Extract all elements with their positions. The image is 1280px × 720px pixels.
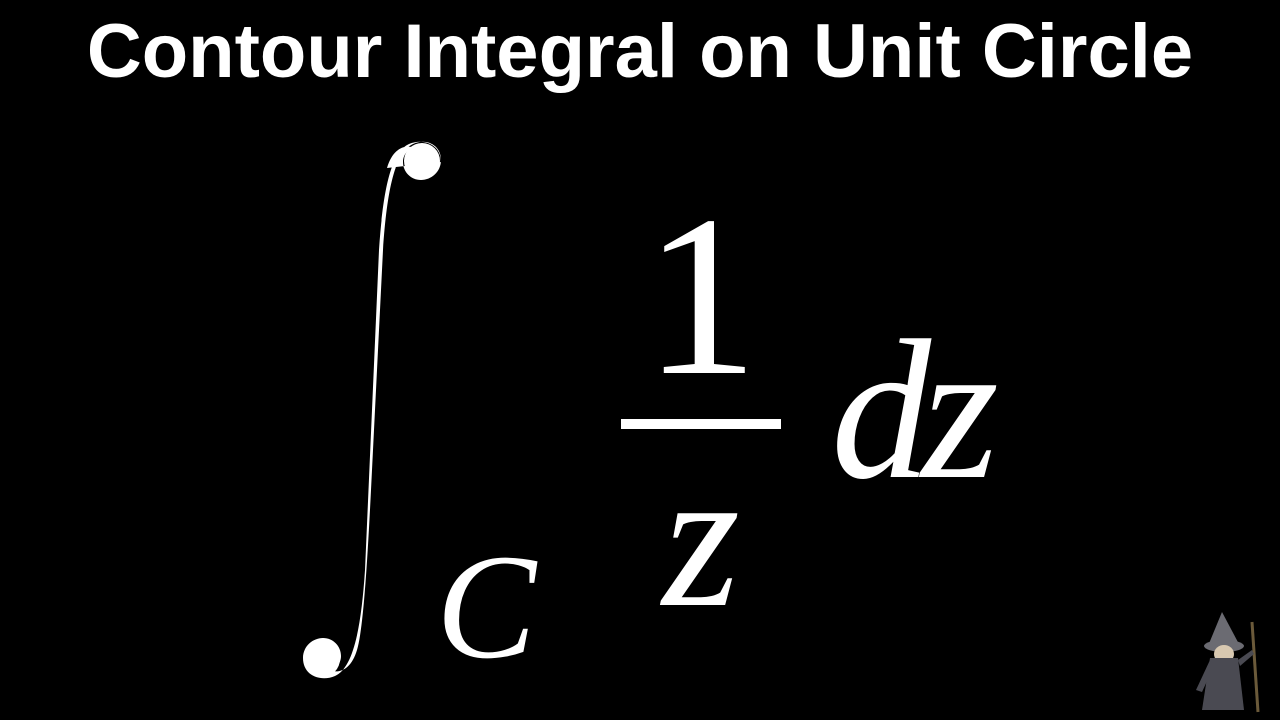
fraction-denominator: z [662, 439, 740, 629]
differential: dz [831, 296, 989, 525]
fraction-numerator: 1 [644, 192, 759, 409]
fraction-bar [621, 419, 781, 429]
integral-expression: C 1 z dz [291, 130, 989, 690]
formula-region: C 1 z dz [0, 100, 1280, 720]
integral-sign: C [291, 130, 491, 690]
fraction: 1 z [621, 192, 781, 629]
wizard-icon [1188, 604, 1268, 714]
page-title: Contour Integral on Unit Circle [0, 8, 1280, 95]
integral-subscript: C [436, 532, 536, 682]
